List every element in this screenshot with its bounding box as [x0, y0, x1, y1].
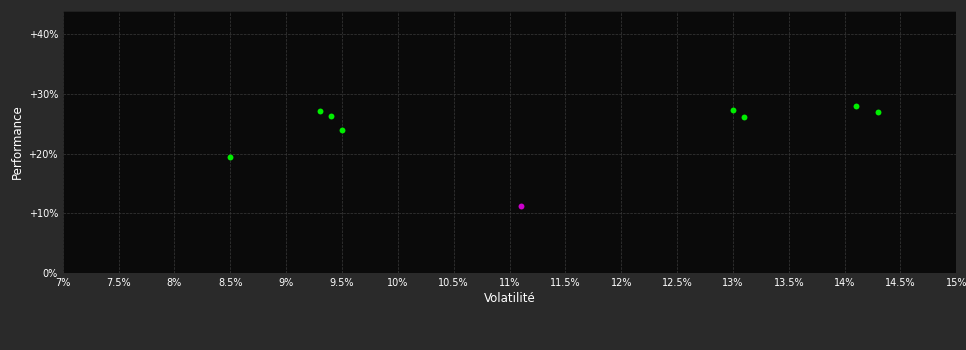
- Point: [736, 114, 752, 120]
- Point: [513, 203, 528, 208]
- Point: [323, 113, 338, 119]
- Point: [870, 109, 886, 115]
- Point: [334, 127, 350, 133]
- Point: [848, 103, 864, 109]
- Point: [222, 154, 238, 160]
- Point: [725, 107, 741, 113]
- X-axis label: Volatilité: Volatilité: [484, 292, 535, 305]
- Point: [312, 108, 327, 114]
- Y-axis label: Performance: Performance: [12, 104, 24, 179]
